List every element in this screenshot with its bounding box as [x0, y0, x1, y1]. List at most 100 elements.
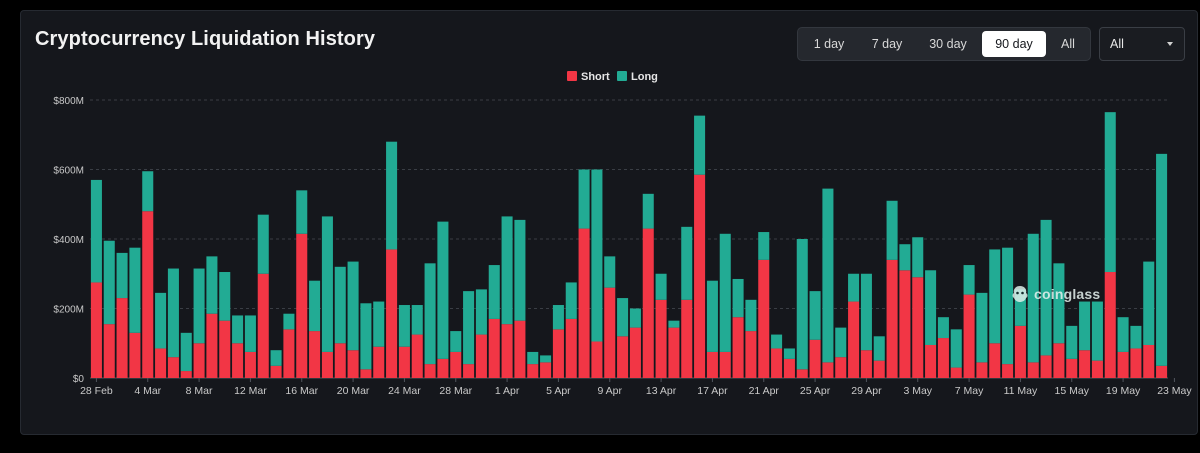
bar-short — [437, 358, 449, 378]
tab-90-day[interactable]: 90 day — [982, 31, 1046, 57]
bar-long — [321, 216, 333, 352]
bar-long — [925, 270, 937, 345]
bar-long — [296, 190, 308, 234]
bar-short — [873, 360, 885, 378]
bar-long — [617, 298, 629, 337]
bar-short — [604, 287, 616, 378]
tab-1-day[interactable]: 1 day — [813, 37, 845, 51]
bar-short — [860, 350, 872, 378]
bar-short — [937, 338, 949, 378]
bar-short — [475, 334, 487, 378]
bar-short — [540, 362, 552, 378]
tab-30-day[interactable]: 30 day — [929, 37, 967, 51]
bar-long — [565, 282, 577, 319]
bar-long — [309, 280, 321, 332]
x-tick-label: 29 Apr — [851, 385, 882, 397]
bar-long — [937, 317, 949, 339]
bar-long — [783, 348, 795, 359]
bar-short — [617, 336, 629, 378]
coin-select[interactable]: All — [1099, 27, 1185, 61]
bar-long — [373, 301, 385, 347]
bar-long — [334, 266, 346, 344]
bar-short — [398, 346, 410, 378]
bar-long — [180, 332, 192, 372]
bar-short — [976, 362, 988, 378]
bar-short — [424, 364, 436, 378]
bar-short — [514, 320, 526, 378]
bar-short — [835, 357, 847, 378]
watermark-text: coinglass — [1034, 286, 1101, 302]
bar-short — [1104, 272, 1116, 378]
chart-title: Cryptocurrency Liquidation History — [35, 28, 376, 50]
bar-short — [283, 329, 295, 378]
bar-long — [578, 169, 590, 229]
bar-long — [629, 308, 641, 328]
y-tick-label: $200M — [53, 305, 84, 316]
bar-long — [206, 256, 218, 314]
bar-long — [694, 115, 706, 175]
bar-short — [758, 259, 770, 378]
bar-short — [463, 364, 475, 378]
bar-long — [732, 278, 744, 318]
bar-long — [796, 239, 808, 370]
bar-long — [706, 280, 718, 352]
bar-long — [1117, 317, 1129, 352]
bar-short — [912, 277, 924, 378]
x-tick-label: 7 May — [955, 385, 984, 397]
bar-short — [706, 351, 718, 378]
bar-long — [835, 327, 847, 358]
bar-short — [1091, 360, 1103, 378]
bar-long — [450, 331, 462, 352]
bar-short — [565, 318, 577, 378]
bar-short — [450, 351, 462, 378]
bar-long — [103, 240, 115, 325]
bar-long — [424, 263, 436, 365]
bar-short — [360, 369, 372, 378]
bar-long — [270, 350, 282, 366]
bar-long — [719, 233, 731, 352]
bar-short — [103, 324, 115, 378]
bar-long — [540, 355, 552, 363]
bar-short — [694, 174, 706, 378]
bar-short — [809, 339, 821, 378]
bar-long — [386, 141, 398, 250]
bar-long — [963, 265, 975, 295]
bar-long — [681, 226, 693, 300]
bar-long — [1002, 247, 1014, 365]
bar-long — [501, 216, 513, 325]
bar-long — [1066, 325, 1078, 359]
bar-short — [719, 351, 731, 378]
x-tick-label: 28 Mar — [439, 385, 472, 397]
bar-short — [1014, 325, 1026, 378]
bar-long — [437, 221, 449, 359]
bar-long — [642, 193, 654, 229]
bar-long — [167, 268, 179, 358]
bar-short — [989, 343, 1001, 378]
bar-short — [129, 332, 141, 378]
bar-long — [244, 315, 256, 352]
bar-long — [155, 292, 167, 349]
x-tick-label: 19 May — [1106, 385, 1141, 397]
bar-long — [758, 232, 770, 260]
bar-short — [552, 329, 564, 378]
bar-short — [1117, 351, 1129, 378]
tab-all[interactable]: All — [1061, 37, 1075, 51]
bar-long — [809, 291, 821, 340]
bar-long — [1130, 325, 1142, 349]
bar-short — [219, 320, 231, 378]
bar-short — [655, 299, 667, 378]
x-tick-label: 8 Mar — [186, 385, 213, 397]
bar-short — [950, 367, 962, 378]
bar-short — [578, 228, 590, 378]
bar-long — [860, 273, 872, 351]
legend-swatch-short — [567, 71, 577, 81]
bar-long — [219, 272, 231, 321]
bar-long — [873, 336, 885, 361]
x-tick-label: 5 Apr — [546, 385, 571, 397]
x-tick-label: 15 May — [1055, 385, 1090, 397]
bar-long — [886, 200, 898, 260]
bar-long — [989, 249, 1001, 344]
legend-label-long: Long — [631, 71, 658, 83]
bar-short — [1040, 355, 1052, 378]
tab-7-day[interactable]: 7 day — [871, 37, 903, 51]
